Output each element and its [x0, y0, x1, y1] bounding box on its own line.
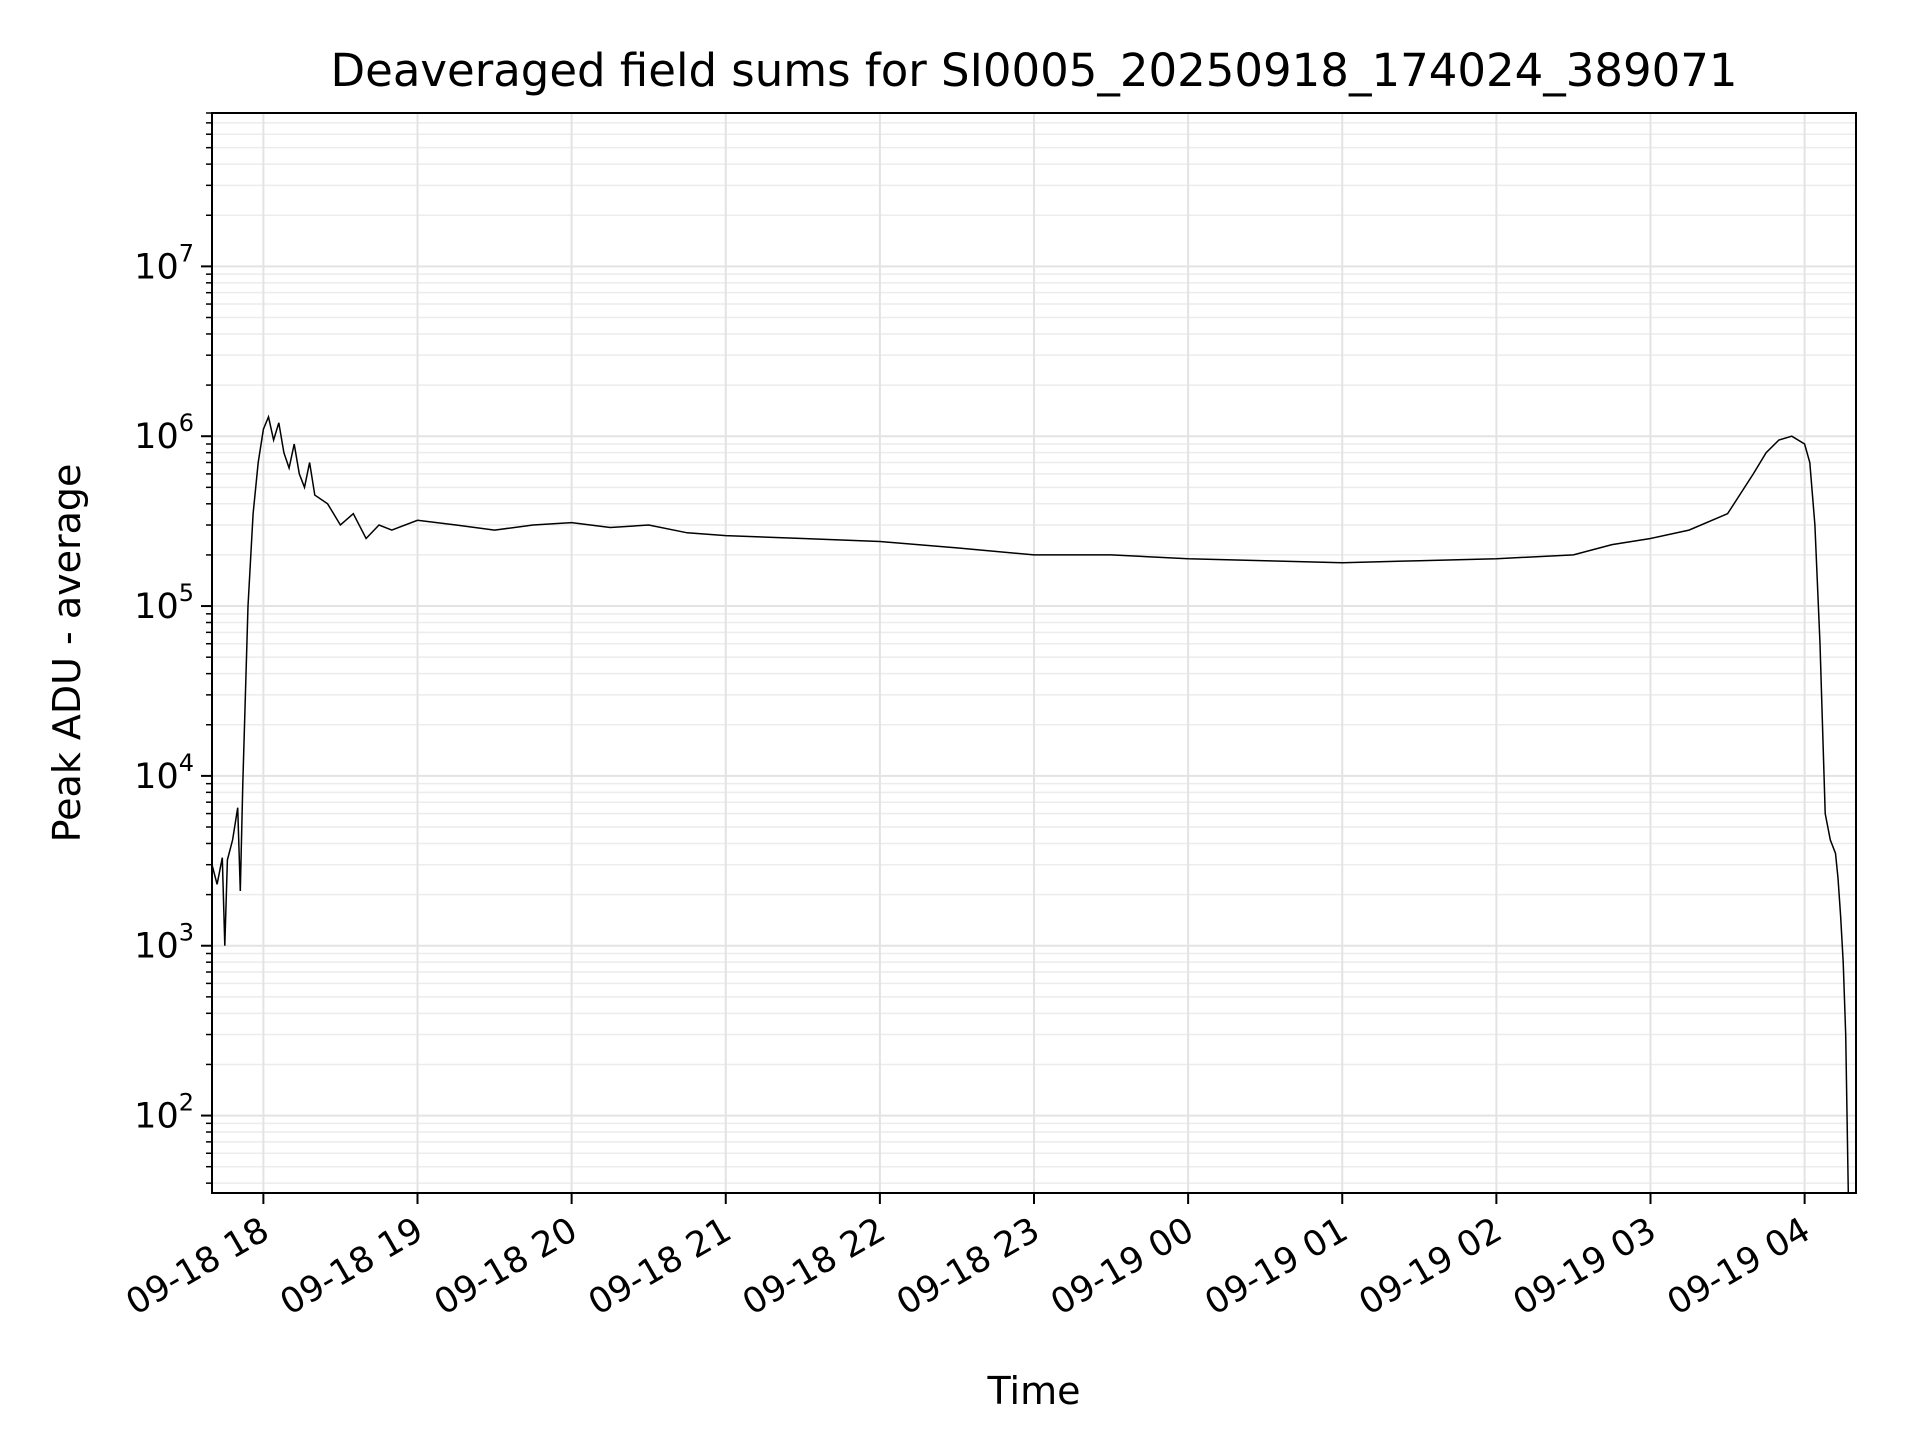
y-tick-label: 106	[134, 409, 194, 457]
y-tick-label: 105	[134, 579, 194, 627]
x-axis-label: Time	[987, 1369, 1081, 1413]
gridlines	[212, 112, 1856, 1193]
chart-title: Deaveraged field sums for SI0005_2025091…	[330, 44, 1737, 97]
y-axis-label: Peak ADU - average	[45, 464, 89, 843]
y-tick-label: 107	[134, 239, 194, 287]
y-tick-label: 103	[134, 919, 194, 967]
series-line	[211, 414, 1850, 1194]
y-tick-label: 104	[134, 749, 194, 797]
series-layer	[211, 414, 1850, 1194]
y-tick-label: 102	[134, 1089, 194, 1137]
